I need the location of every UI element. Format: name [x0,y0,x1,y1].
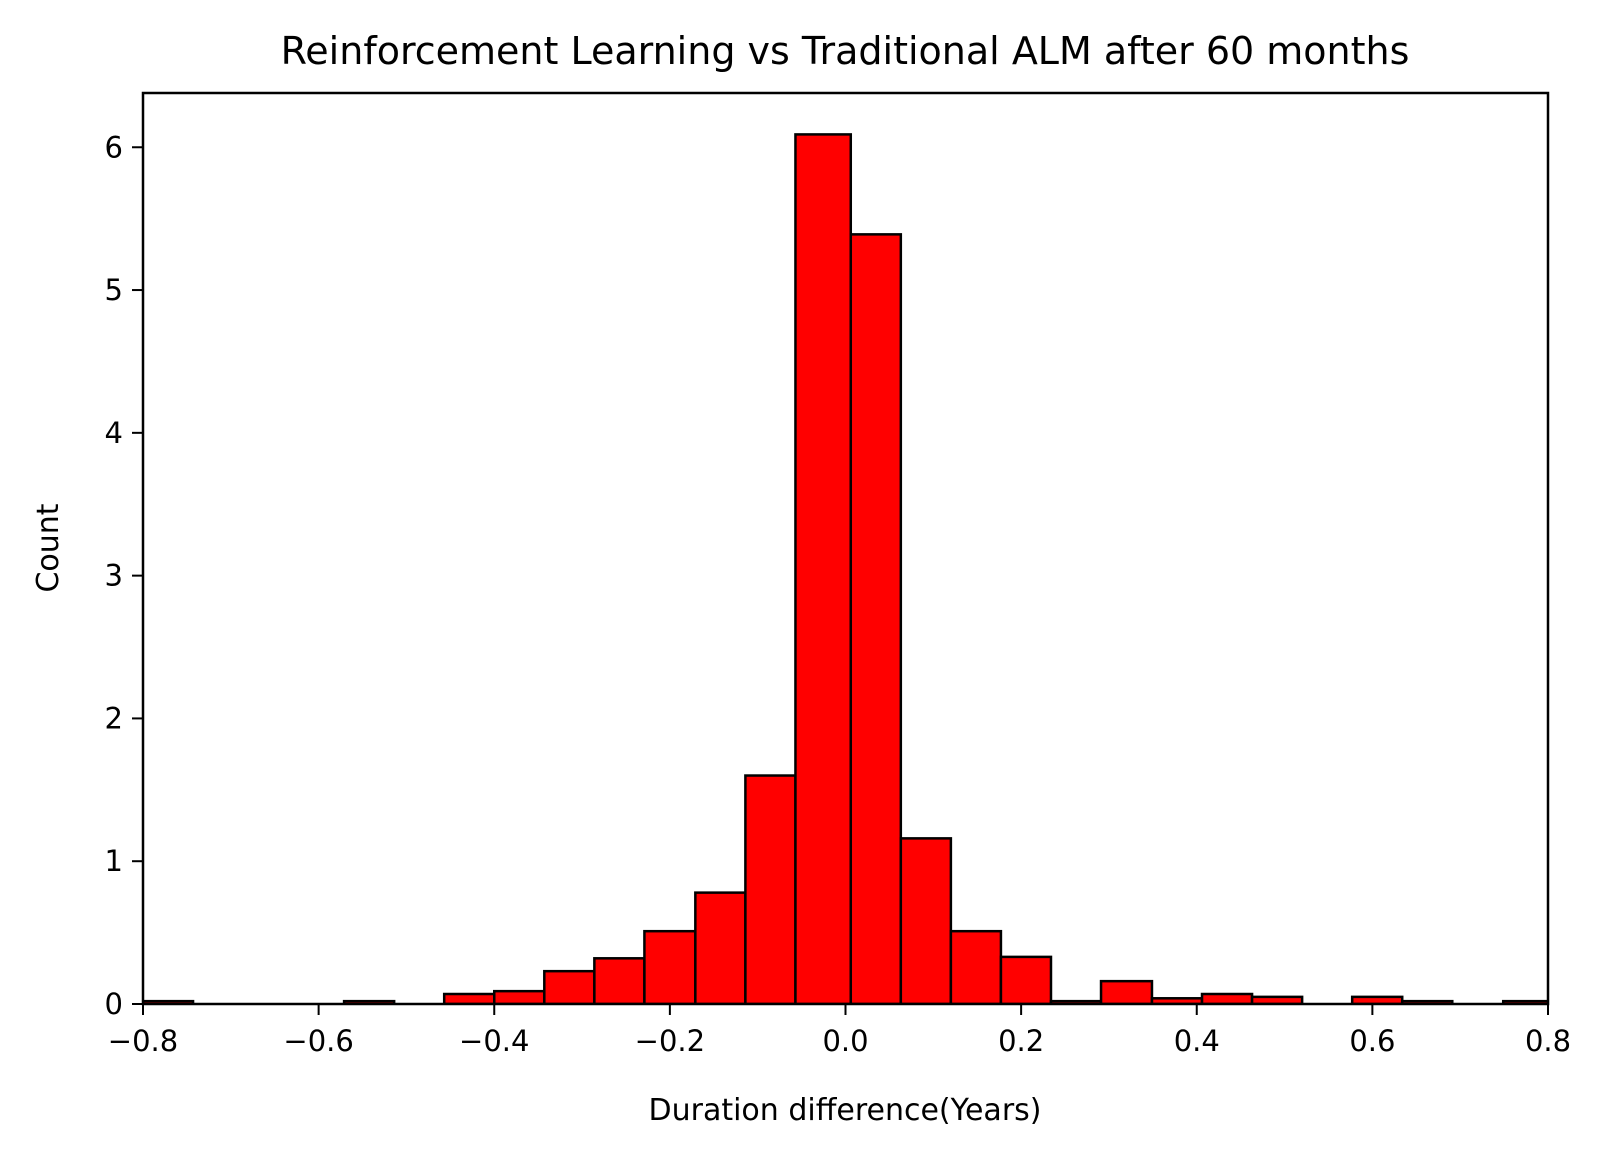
histogram-bar-10 [643,929,697,1004]
y-tick-label-4: 4 [105,416,123,450]
histogram-bar-27 [1501,999,1548,1004]
x-axis-ticks: −0.8 −0.6 −0.4 −0.2 0.0 0.2 0.4 0.6 0.8 [108,1004,1571,1058]
histogram-bar-6 [442,992,496,1004]
histogram-bar-15 [899,837,953,1004]
y-tick-label-6: 6 [105,130,123,164]
histogram-bar-16 [949,929,1003,1004]
x-axis-label: Duration difference(Years) [649,1093,1042,1128]
histogram-bar-4 [342,999,396,1004]
histogram-bar-25 [1400,999,1454,1004]
histogram-bar-13 [794,133,853,1004]
y-tick-label-1: 1 [105,844,123,878]
histogram-bar-21 [1200,992,1254,1004]
x-tick-label-2: −0.4 [459,1024,529,1058]
x-tick-label-1: −0.6 [283,1024,353,1058]
x-tick-label-6: 0.4 [1174,1024,1220,1058]
x-tick-label-8: 0.8 [1525,1024,1571,1058]
histogram-bar-0 [143,999,195,1004]
histogram-bars [143,133,1548,1004]
x-tick-label-7: 0.6 [1349,1024,1395,1058]
histogram-bar-19 [1099,979,1154,1004]
y-tick-label-0: 0 [105,987,123,1021]
histogram-bar-12 [744,774,797,1004]
histogram-bar-14 [849,233,903,1004]
y-tick-label-5: 5 [105,273,123,307]
y-tick-label-3: 3 [105,559,123,593]
histogram-bar-9 [593,957,646,1004]
y-tick-label-2: 2 [105,701,123,735]
histogram-bar-11 [694,891,747,1004]
histogram-bar-17 [999,955,1053,1004]
histogram-bar-7 [493,989,546,1004]
x-tick-label-5: 0.2 [998,1024,1044,1058]
x-tick-label-4: 0.0 [822,1024,868,1058]
x-tick-label-3: −0.2 [635,1024,705,1058]
x-tick-label-0: −0.8 [108,1024,178,1058]
chart-title: Reinforcement Learning vs Traditional AL… [281,29,1410,73]
histogram-bar-8 [543,969,596,1004]
y-axis-label: Count [31,503,66,592]
y-axis-ticks: 0 1 2 3 4 5 6 [105,130,143,1021]
